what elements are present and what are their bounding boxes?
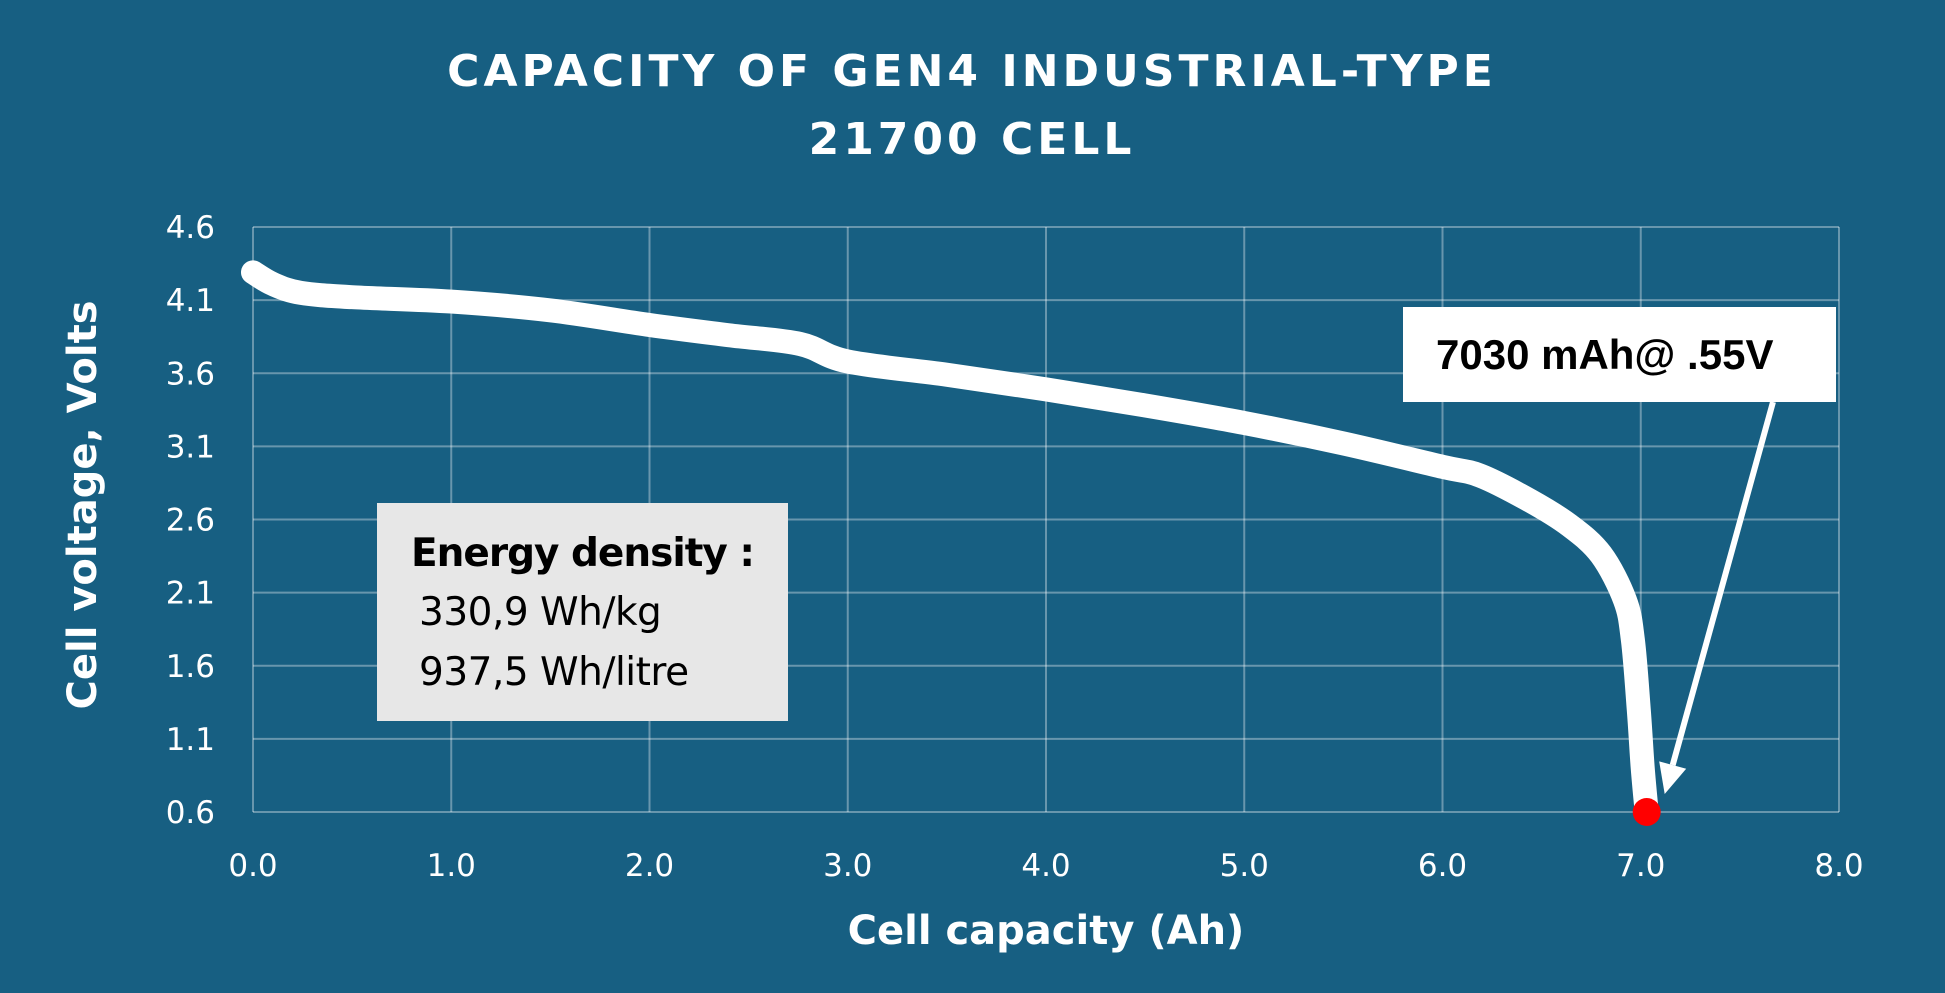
discharge-curve: [241, 260, 1659, 824]
x-axis-label: Cell capacity (Ah): [848, 908, 1245, 954]
energy-density-volumetric: 937,5 Wh/litre: [419, 650, 689, 695]
energy-density-gravimetric: 330,9 Wh/kg: [419, 590, 662, 635]
y-tick-label: 1.6: [166, 649, 215, 685]
capacity-callout: 7030 mAh@ .55V: [1403, 307, 1836, 402]
y-tick-label: 3.6: [166, 356, 215, 392]
end-point-marker: [1632, 798, 1661, 826]
y-tick-label: 4.6: [166, 210, 215, 246]
energy-density-heading: Energy density :: [411, 531, 755, 576]
y-tick-label: 2.6: [166, 503, 215, 539]
y-tick-label: 1.1: [166, 722, 215, 758]
x-tick-label: 6.0: [1418, 848, 1467, 884]
y-tick-label: 4.1: [166, 283, 215, 319]
y-axis-ticks: 4.6 4.1 3.6 3.1 2.6 2.1 1.6 1.1 0.6: [166, 210, 215, 831]
x-tick-label: 0.0: [228, 848, 277, 884]
x-tick-label: 4.0: [1021, 848, 1070, 884]
y-tick-label: 0.6: [166, 795, 215, 831]
chart-title-line-1: CAPACITY OF GEN4 INDUSTRIAL-TYPE: [447, 46, 1497, 97]
y-tick-label: 3.1: [166, 429, 215, 465]
x-axis-ticks: 0.0 1.0 2.0 3.0 4.0 5.0 6.0 7.0 8.0: [228, 848, 1863, 884]
callout-arrow: [1669, 401, 1776, 766]
y-tick-label: 2.1: [166, 576, 215, 612]
x-tick-label: 7.0: [1616, 848, 1665, 884]
x-tick-label: 2.0: [625, 848, 674, 884]
y-axis-label: Cell voltage, Volts: [60, 301, 106, 710]
x-tick-label: 3.0: [823, 848, 872, 884]
x-tick-label: 1.0: [427, 848, 476, 884]
energy-density-annotation: Energy density : 330,9 Wh/kg 937,5 Wh/li…: [377, 503, 788, 721]
x-tick-label: 5.0: [1220, 848, 1269, 884]
x-tick-label: 8.0: [1814, 848, 1863, 884]
callout-arrow-head: [1659, 761, 1687, 794]
capacity-callout-text: 7030 mAh@ .55V: [1436, 330, 1774, 378]
chart-title-line-2: 21700 CELL: [809, 114, 1136, 165]
